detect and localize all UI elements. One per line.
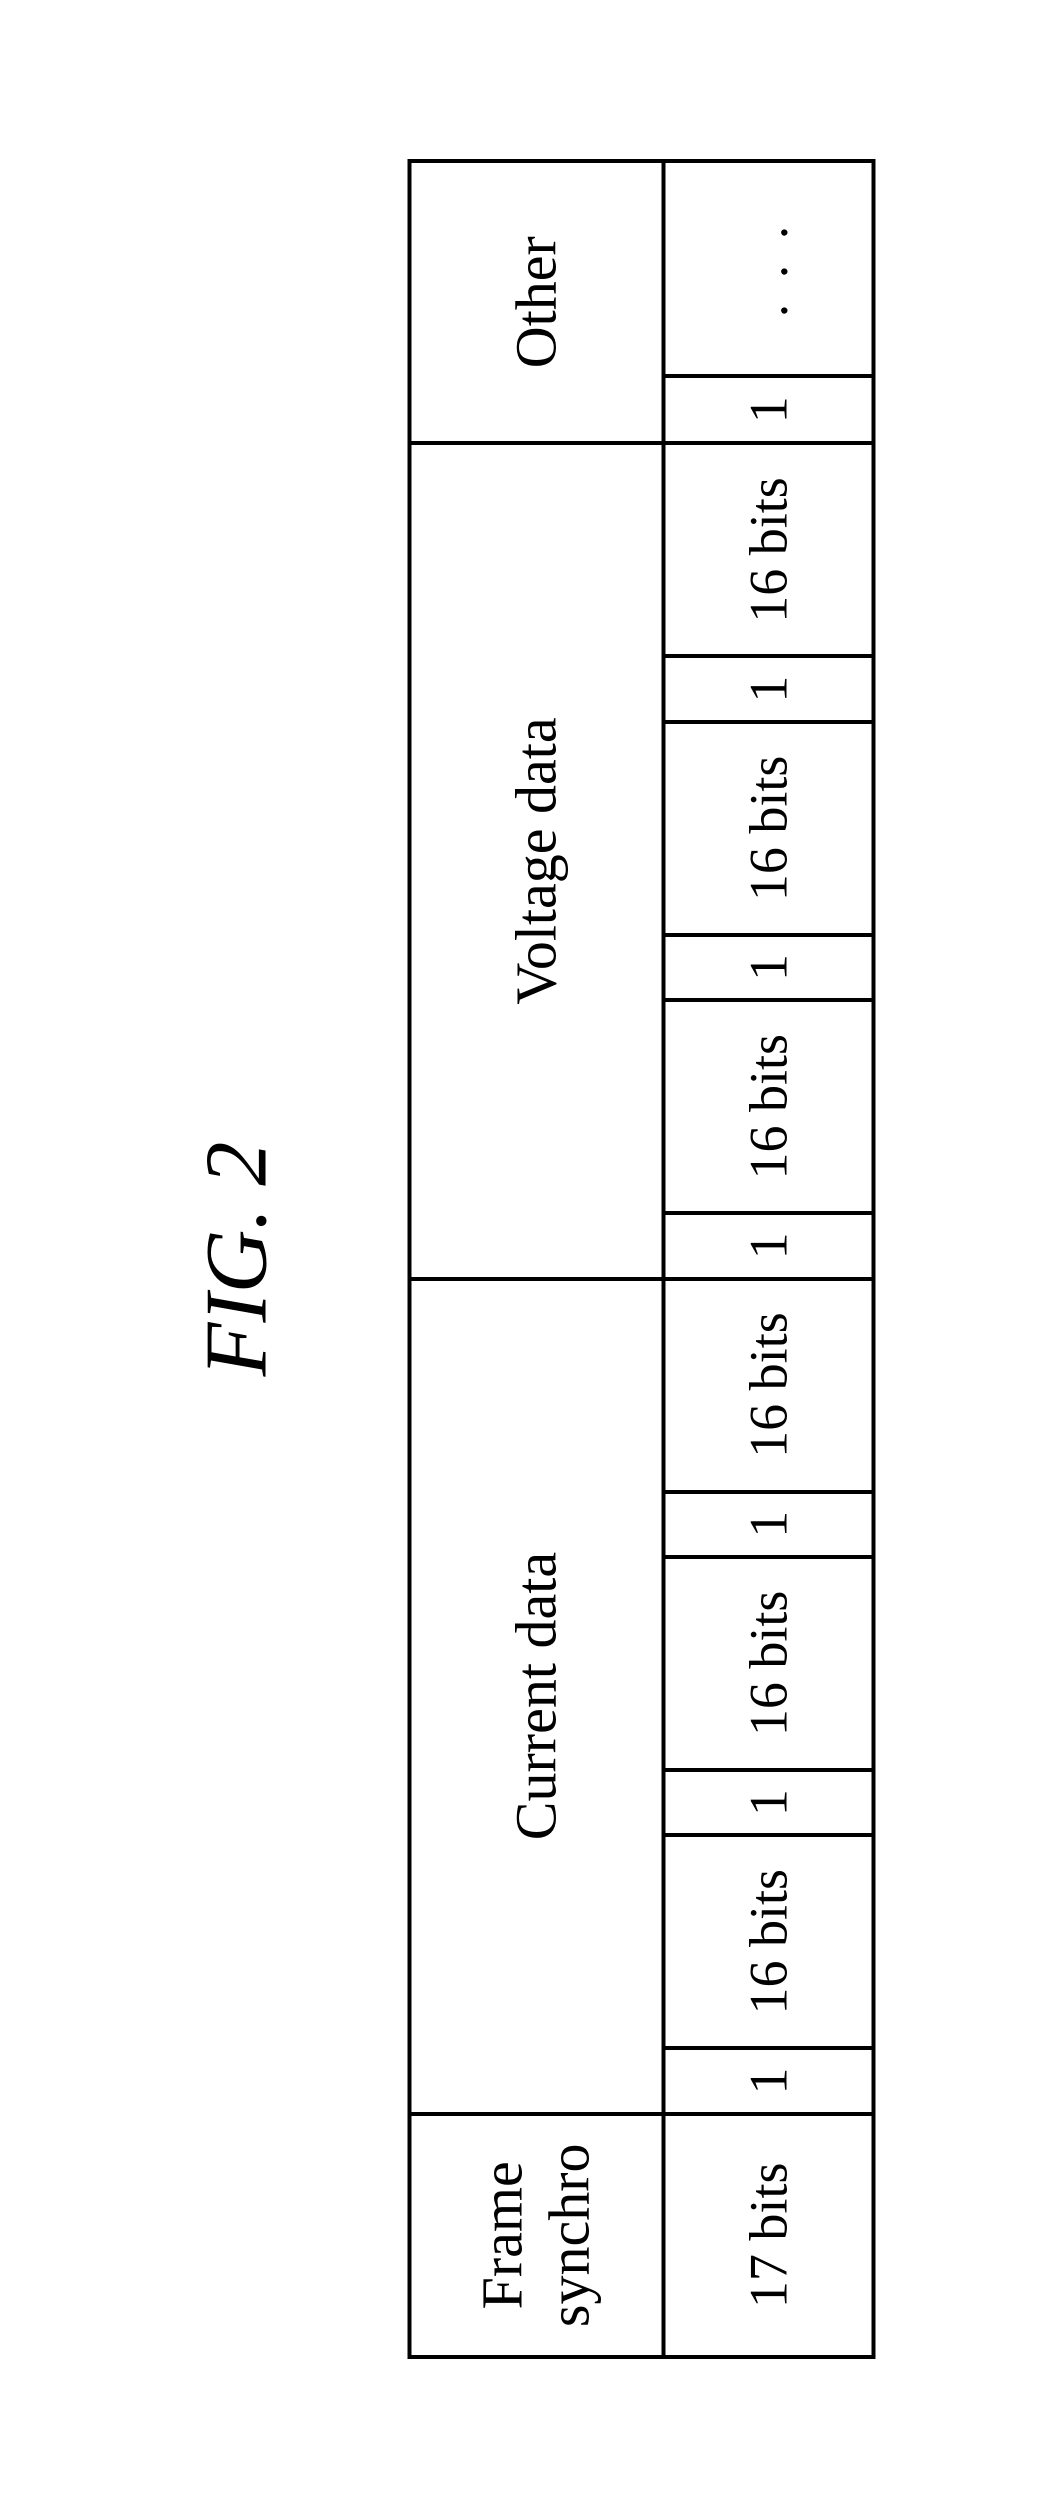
cell-separator: 1 — [664, 656, 874, 721]
header-other: Other — [410, 161, 664, 443]
figure-content: FIG. 2 Framesynchro Current data Voltage… — [187, 159, 876, 2359]
frame-table-header-row: Framesynchro Current data Voltage data O… — [410, 161, 664, 2357]
cell-current-word: 16 bits — [664, 1557, 874, 1770]
frame-table-values-row: 17 bits 1 16 bits 1 16 bits 1 16 bits 1 … — [664, 161, 874, 2357]
header-frame-synchro: Framesynchro — [410, 2114, 664, 2357]
cell-separator: 1 — [664, 1770, 874, 1835]
header-voltage-data: Voltage data — [410, 443, 664, 1278]
cell-voltage-word: 16 bits — [664, 722, 874, 935]
cell-separator: 1 — [664, 1213, 874, 1278]
cell-separator: 1 — [664, 2048, 874, 2113]
frame-table: Framesynchro Current data Voltage data O… — [408, 159, 876, 2359]
cell-voltage-word: 16 bits — [664, 443, 874, 656]
cell-frame-synchro-bits: 17 bits — [664, 2114, 874, 2357]
cell-other-ellipsis: . . . — [664, 161, 874, 376]
page: FIG. 2 Framesynchro Current data Voltage… — [0, 0, 1062, 2518]
cell-separator: 1 — [664, 935, 874, 1000]
cell-current-word: 16 bits — [664, 1835, 874, 2048]
rotated-wrapper: FIG. 2 Framesynchro Current data Voltage… — [187, 159, 876, 2359]
cell-current-word: 16 bits — [664, 1279, 874, 1492]
cell-separator: 1 — [664, 376, 874, 443]
cell-separator: 1 — [664, 1492, 874, 1557]
figure-title: FIG. 2 — [187, 1142, 288, 1377]
cell-voltage-word: 16 bits — [664, 1000, 874, 1213]
header-current-data: Current data — [410, 1279, 664, 2114]
